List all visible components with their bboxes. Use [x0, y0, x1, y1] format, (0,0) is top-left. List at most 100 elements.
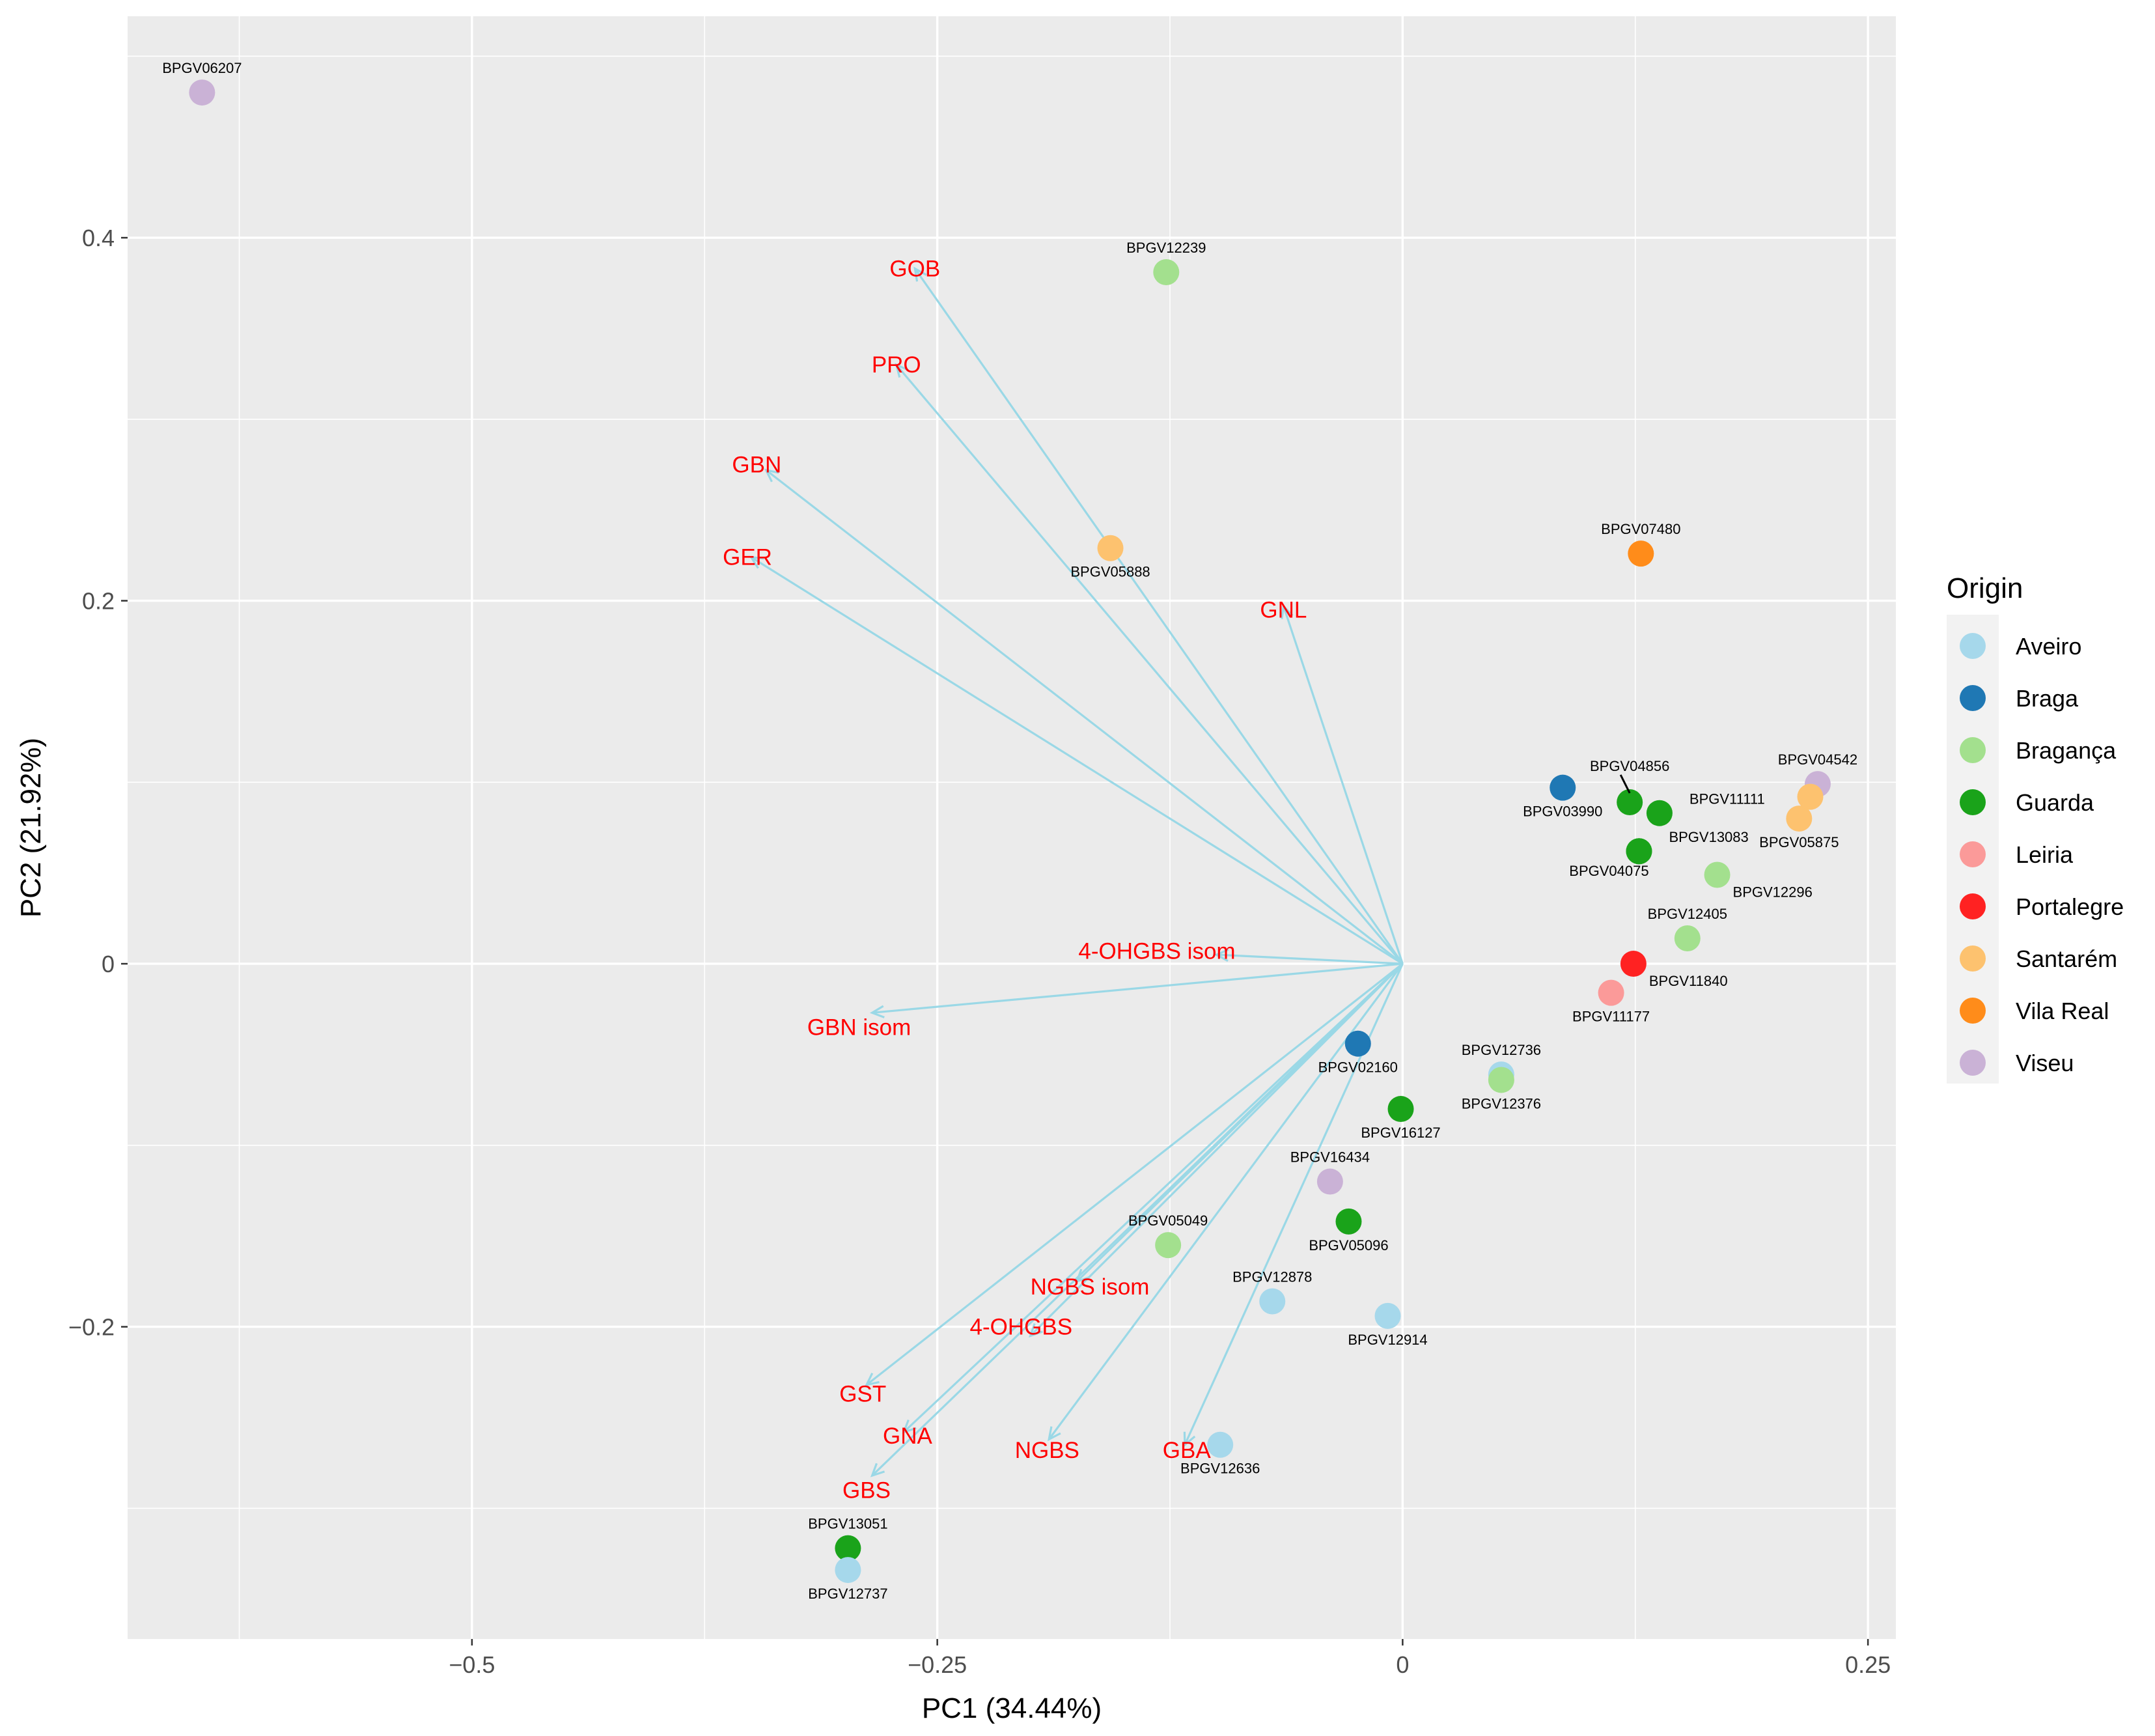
y-axis-ticks: −0.2 0 0.2 0.4	[68, 225, 128, 1341]
loading-arrowhead	[1281, 604, 1294, 619]
legend-key	[1960, 633, 1986, 659]
loading-arrows	[749, 266, 1404, 1477]
loading-label: GST	[839, 1382, 886, 1407]
legend-label: Santarém	[2016, 945, 2117, 972]
point-label: BPGV12239	[1126, 240, 1206, 256]
loading-label: 4-OHGBS isom	[1078, 939, 1235, 964]
x-tick-label: 0.25	[1845, 1651, 1891, 1678]
loading-arrowhead	[1183, 1431, 1196, 1448]
loading-arrowhead	[1075, 1268, 1090, 1283]
data-point	[1344, 1030, 1371, 1057]
legend-key	[1960, 1050, 1986, 1076]
loading-label: NGBS	[1015, 1438, 1079, 1463]
point-label: BPGV02160	[1318, 1059, 1398, 1076]
point-label: BPGV11111	[1689, 791, 1765, 807]
legend-key	[1960, 841, 1986, 867]
legend-key	[1960, 998, 1986, 1024]
point-label: BPGV12296	[1733, 884, 1813, 900]
legend-label: Aveiro	[2016, 633, 2081, 660]
loading-arrowhead	[902, 1419, 917, 1434]
point-label: BPGV13051	[808, 1516, 887, 1532]
point-label: BPGV12405	[1648, 906, 1727, 922]
y-axis-title: PC2 (21.92%)	[15, 738, 47, 917]
point-label: BPGV05096	[1309, 1237, 1388, 1253]
loading-label: PRO	[872, 352, 921, 378]
point-label: BPGV05888	[1070, 564, 1150, 580]
data-point	[1153, 259, 1180, 286]
data-point	[1207, 1431, 1234, 1458]
point-label: BPGV07480	[1601, 521, 1680, 537]
point-label: BPGV16127	[1361, 1125, 1440, 1141]
point-label: BPGV04542	[1778, 751, 1857, 768]
legend-key	[1960, 685, 1986, 711]
data-point	[1316, 1168, 1343, 1195]
y-tick-label: 0.4	[82, 225, 115, 251]
loading-arrowhead	[749, 555, 764, 569]
loading-arrow-gbs	[871, 962, 1404, 1477]
point-label: BPGV11177	[1572, 1009, 1650, 1025]
loading-arrowhead	[870, 1463, 885, 1477]
point-label: BPGV16434	[1290, 1149, 1370, 1166]
legend-label: Bragança	[2016, 737, 2117, 764]
minor-gridlines	[128, 16, 1896, 1639]
legend-key	[1960, 893, 1986, 919]
loading-arrow-pro	[895, 364, 1404, 965]
point-label: BPGV12376	[1462, 1095, 1541, 1112]
x-tick-label: −0.25	[908, 1651, 967, 1678]
data-point	[835, 1557, 861, 1584]
legend-label: Portalegre	[2016, 893, 2124, 920]
point-label: BPGV04075	[1569, 863, 1648, 879]
point-label: BPGV03990	[1523, 804, 1602, 820]
loading-arrowhead	[1047, 1426, 1061, 1442]
loading-label: GBA	[1163, 1438, 1212, 1463]
loading-label: GBN isom	[807, 1015, 911, 1041]
loading-arrow-gnl	[1282, 606, 1404, 964]
loading-arrow-gna	[903, 962, 1404, 1433]
point-label: BPGV12914	[1348, 1332, 1427, 1348]
data-point	[1598, 979, 1624, 1006]
data-point	[835, 1535, 861, 1561]
data-point	[1488, 1067, 1514, 1093]
legend-label: Guarda	[2016, 789, 2094, 816]
loading-arrow-ger	[750, 556, 1404, 965]
point-label: BPGV12636	[1180, 1461, 1260, 1477]
point-label: BPGV13083	[1669, 829, 1748, 845]
loading-label: NGBS isom	[1031, 1274, 1150, 1300]
point-label: BPGV04856	[1590, 758, 1669, 774]
point-label: BPGV12737	[808, 1586, 887, 1602]
data-point	[1155, 1232, 1182, 1259]
legend-key	[1960, 789, 1986, 815]
data-point	[1628, 540, 1654, 567]
loading-label: GBS	[842, 1477, 891, 1503]
loading-label: 4-OHGBS	[970, 1315, 1073, 1340]
data-point	[1786, 805, 1813, 832]
data-point	[1797, 783, 1824, 810]
legend-label: Viseu	[2016, 1050, 2074, 1076]
point-label: BPGV12736	[1462, 1042, 1541, 1058]
loading-arrow-gst	[866, 962, 1404, 1386]
loading-label: GBN	[732, 453, 781, 478]
loading-arrowhead	[764, 468, 779, 483]
x-axis-ticks: −0.5 −0.25 0 0.25	[449, 1639, 1891, 1678]
legend-label: Leiria	[2016, 841, 2074, 868]
x-axis-title: PC1 (34.44%)	[922, 1692, 1102, 1724]
legend-title: Origin	[1947, 572, 2023, 604]
loading-arrowhead	[895, 363, 909, 378]
point-label: BPGV11840	[1649, 973, 1728, 989]
point-label: BPGV05875	[1759, 834, 1839, 850]
point-label: BPGV05049	[1128, 1212, 1208, 1229]
data-point	[1335, 1208, 1362, 1235]
data-point	[1550, 774, 1576, 801]
x-tick-label: 0	[1396, 1651, 1409, 1678]
loading-label: GNL	[1260, 598, 1307, 623]
label-leader-line	[1619, 774, 1631, 794]
loading-arrow-4-ohgbs	[1029, 962, 1404, 1337]
legend-key	[1960, 737, 1986, 763]
loading-arrow-gob	[914, 268, 1404, 964]
loading-arrow-gbn-isom	[872, 962, 1403, 1014]
data-point	[1646, 800, 1673, 826]
y-tick-label: 0.2	[82, 588, 115, 615]
y-tick-label: −0.2	[68, 1314, 115, 1341]
loading-arrowhead	[869, 1005, 885, 1018]
